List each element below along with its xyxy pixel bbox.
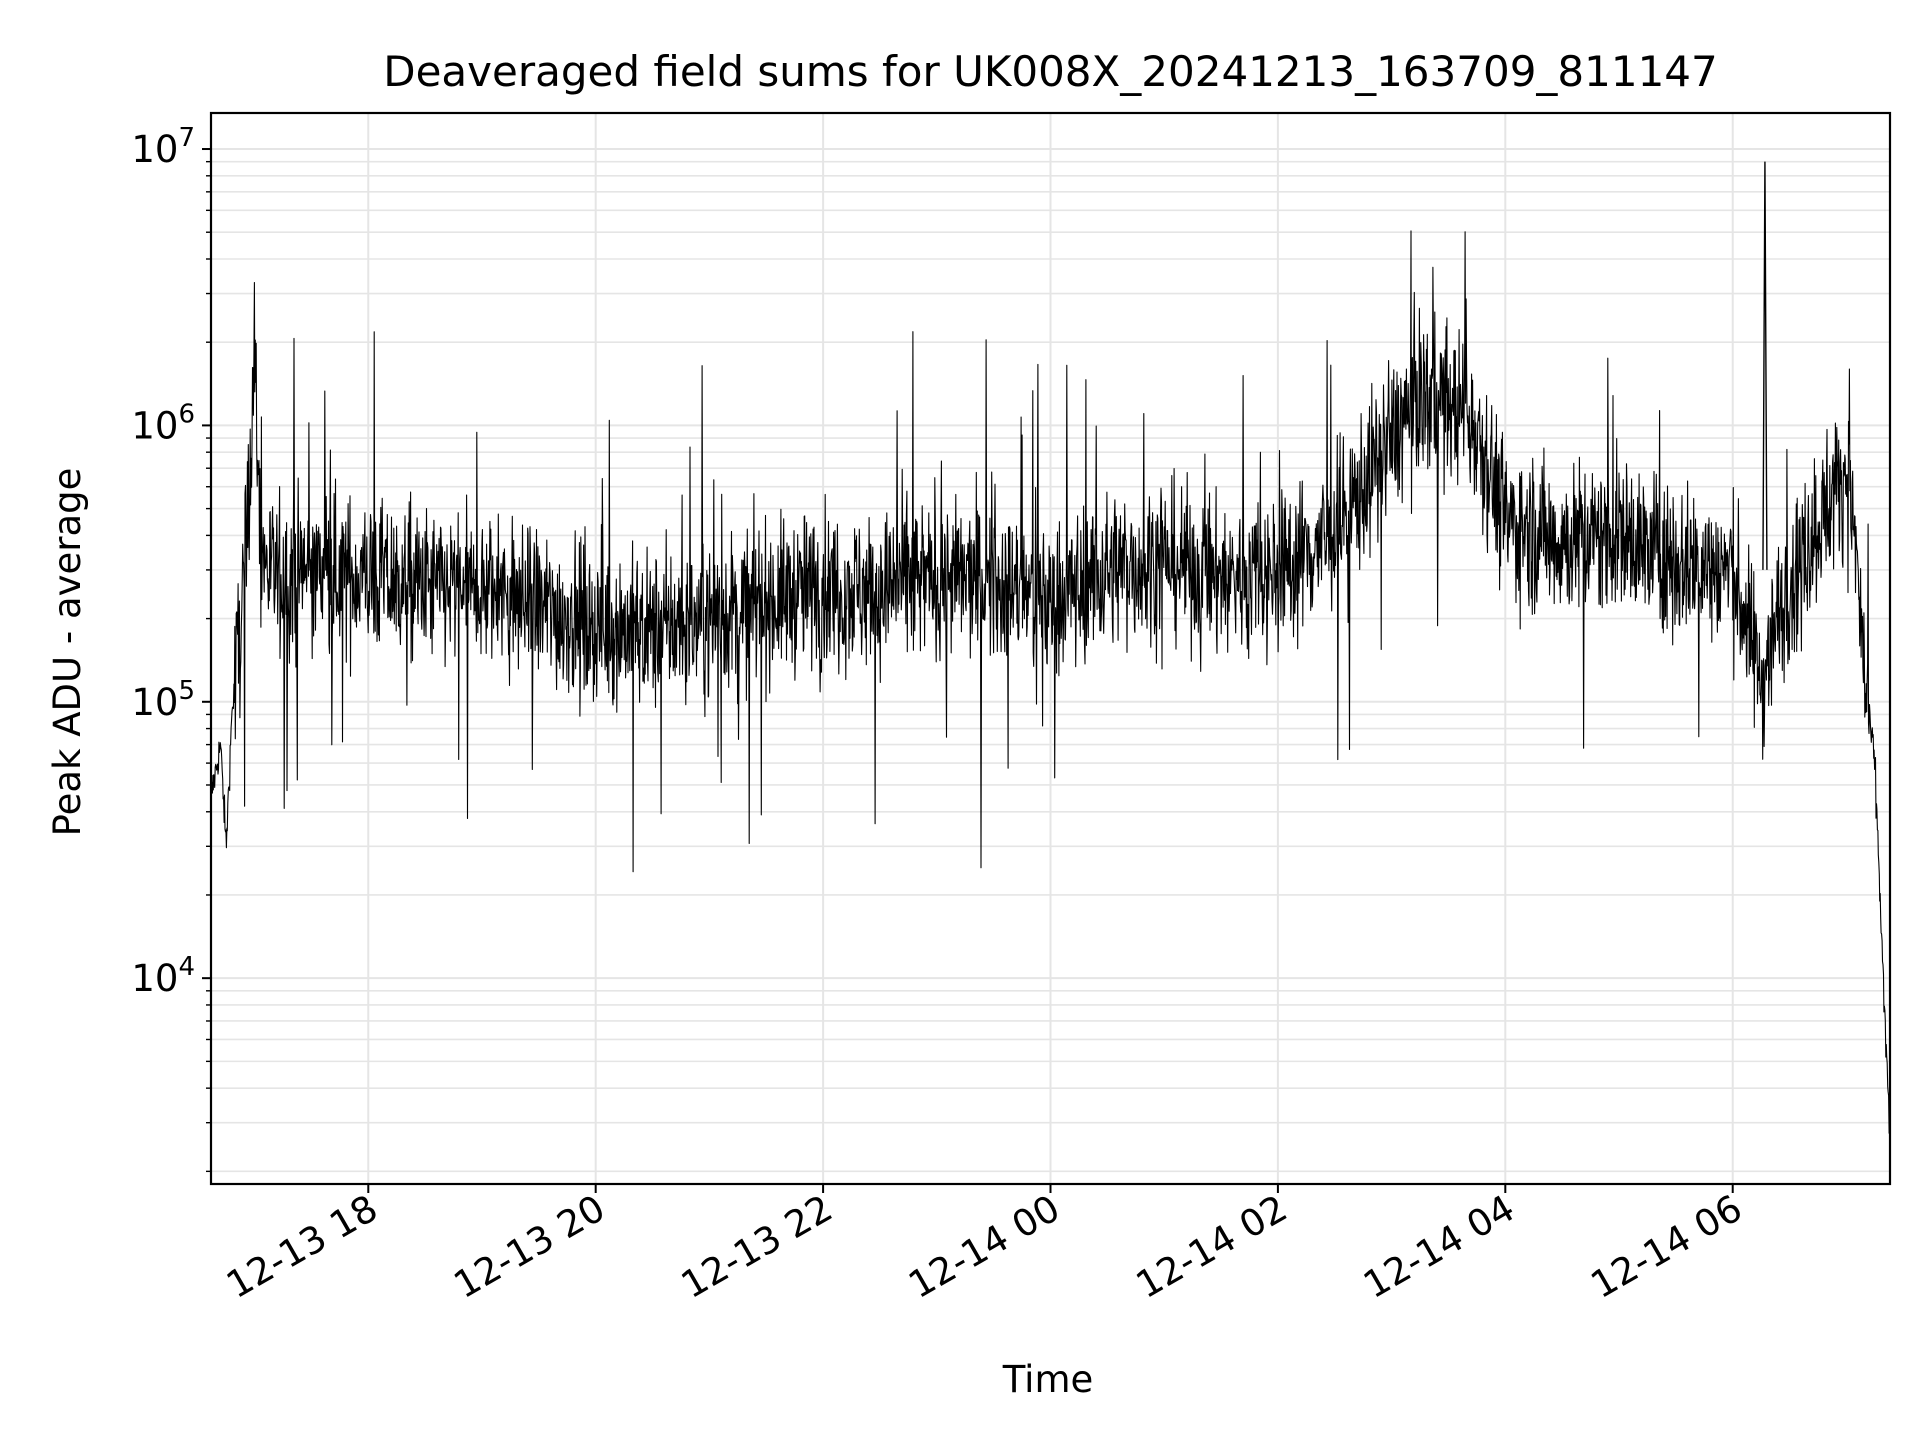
series-line	[210, 230, 1891, 1148]
y-tick-label: 104	[131, 952, 195, 1000]
y-tick-label: 107	[131, 123, 195, 171]
y-axis-label: Peak ADU - average	[46, 468, 89, 837]
x-axis-label: Time	[1002, 1358, 1094, 1401]
chart-title: Deaveraged field sums for UK008X_2024121…	[383, 47, 1718, 96]
grid	[211, 113, 1890, 1184]
y-tick-label: 105	[131, 676, 195, 724]
data-area	[210, 161, 1891, 1148]
y-tick-label: 106	[131, 399, 195, 447]
series-spike	[1762, 161, 1768, 570]
